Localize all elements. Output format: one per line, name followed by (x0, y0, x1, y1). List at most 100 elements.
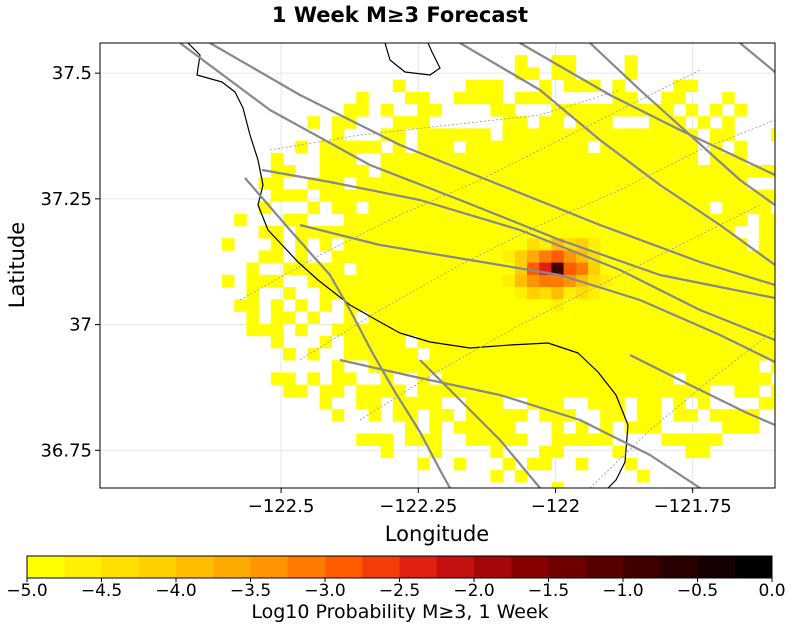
heatmap-cell (722, 360, 735, 373)
heatmap-cell (551, 152, 564, 166)
heatmap-cell (270, 372, 284, 385)
heatmap-cell (551, 67, 564, 80)
heatmap-cell (575, 128, 589, 141)
heatmap-cell (405, 250, 418, 263)
heatmap-cell (624, 372, 638, 385)
heatmap-cell (551, 177, 564, 190)
heatmap-cell (380, 433, 394, 446)
heatmap-cell (746, 335, 760, 349)
heatmap-cell (514, 165, 528, 178)
heatmap-cell (368, 274, 381, 288)
colorbar (26, 555, 773, 579)
heatmap-cell (600, 299, 613, 312)
heatmap-cell (319, 299, 333, 312)
x-tick-label-0: −122.5 (248, 496, 315, 517)
heatmap-cell (478, 421, 491, 434)
heatmap-cell (612, 372, 625, 385)
heatmap-cell (722, 372, 735, 385)
heatmap-cell (722, 152, 735, 166)
heatmap-cell (417, 201, 430, 215)
heatmap-cell (734, 262, 747, 276)
heatmap-cell (307, 116, 320, 129)
heatmap-cell (490, 104, 503, 117)
heatmap-cell (453, 274, 467, 288)
heatmap-cell (441, 274, 455, 288)
heatmap-cell (636, 201, 650, 215)
heatmap-cell (649, 396, 662, 410)
heatmap-cell (283, 311, 296, 324)
heatmap-cell (539, 360, 552, 373)
heatmap-cell (478, 165, 491, 178)
heatmap-cell (575, 323, 589, 337)
heatmap-cell (588, 372, 601, 385)
heatmap-cell (405, 274, 418, 288)
heatmap-cell (331, 116, 345, 129)
heatmap-cell (612, 384, 625, 398)
heatmap-cell (673, 409, 686, 422)
heatmap-cell (527, 67, 540, 80)
heatmap-cell (636, 128, 650, 141)
heatmap-cell (222, 274, 235, 288)
heatmap-cell (527, 457, 540, 471)
heatmap-cell (392, 177, 406, 190)
heatmap-cell (685, 287, 699, 300)
heatmap-cell (758, 238, 772, 251)
heatmap-cell (527, 348, 540, 361)
heatmap-cell (429, 348, 442, 361)
heatmap-cell (514, 470, 528, 483)
heatmap-cell (392, 201, 406, 215)
heatmap-cell (344, 165, 357, 178)
heatmap-cell (746, 372, 760, 385)
heatmap-cell (600, 409, 613, 422)
heatmap-cell (539, 348, 552, 361)
heatmap-cell (417, 262, 430, 276)
heatmap-cell (417, 213, 430, 227)
heatmap-cell (588, 177, 601, 190)
heatmap-cell (502, 238, 516, 251)
heatmap-cell (710, 299, 723, 312)
heatmap-cell (502, 116, 516, 129)
heatmap-cell (636, 335, 650, 349)
heatmap-cell (478, 250, 491, 263)
heatmap-cell (722, 274, 735, 288)
heatmap-cell (502, 433, 516, 446)
heatmap-cell (441, 238, 455, 251)
heatmap-cell (746, 262, 760, 276)
heatmap-cell (673, 165, 686, 178)
heatmap-cell (514, 201, 528, 215)
heatmap-cell (771, 262, 775, 276)
heatmap-cell (722, 335, 735, 349)
heatmap-cell (588, 335, 601, 349)
heatmap-cell (697, 433, 711, 446)
heatmap-cell (551, 274, 564, 288)
heatmap-cell (636, 140, 650, 154)
heatmap-cell (344, 104, 357, 117)
heatmap-cell (527, 299, 540, 312)
heatmap-cell (527, 323, 540, 337)
heatmap-cell (710, 189, 723, 202)
heatmap-cell (661, 299, 674, 312)
heatmap-cell (392, 128, 406, 141)
heatmap-cell (600, 177, 613, 190)
heatmap-cell (441, 128, 455, 141)
heatmap-cell (649, 372, 662, 385)
heatmap-cell (441, 226, 455, 239)
heatmap-cell (563, 140, 577, 154)
heatmap-cell (600, 323, 613, 337)
colorbar-tick-label-0: −5.0 (6, 581, 47, 601)
heatmap-cell (624, 457, 638, 471)
heatmap-cell (575, 104, 589, 117)
fault-line-13 (629, 354, 775, 427)
heatmap-cell (539, 152, 552, 166)
heatmap-cell (551, 287, 564, 300)
y-tick-label-1: 37 (69, 315, 92, 336)
heatmap-cell (612, 445, 625, 459)
heatmap-cell (453, 177, 467, 190)
heatmap-cell (575, 226, 589, 239)
heatmap-cell (575, 372, 589, 385)
heatmap-cell (673, 360, 686, 373)
heatmap-cell (405, 396, 418, 410)
heatmap-cell (563, 250, 577, 263)
heatmap-cell (502, 409, 516, 422)
